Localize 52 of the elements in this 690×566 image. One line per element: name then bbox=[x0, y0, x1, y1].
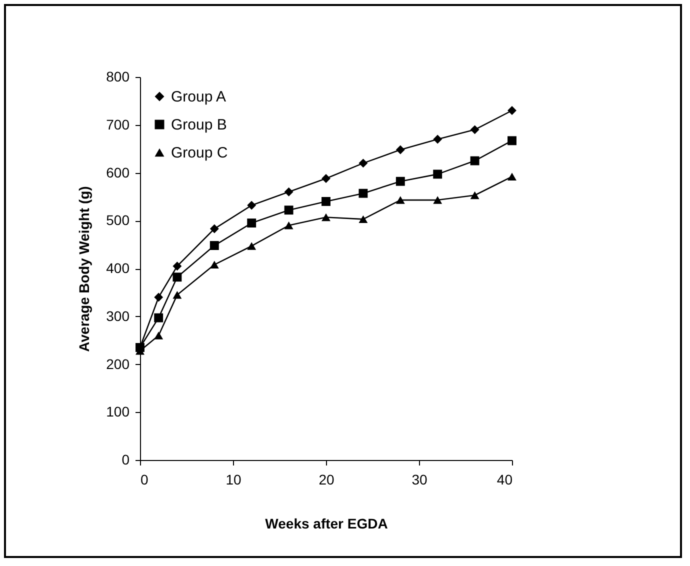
point bbox=[358, 188, 368, 198]
point bbox=[433, 170, 442, 179]
point bbox=[284, 206, 294, 215]
x-tick-label: 20 bbox=[318, 472, 334, 488]
point bbox=[154, 313, 164, 322]
y-tick-label: 300 bbox=[106, 308, 130, 324]
point bbox=[470, 191, 480, 200]
y-tick-label: 800 bbox=[106, 68, 130, 84]
point bbox=[433, 134, 442, 144]
y-tick-label: 400 bbox=[106, 260, 130, 276]
point bbox=[284, 222, 294, 230]
point bbox=[247, 200, 256, 210]
y-tick-label: 700 bbox=[106, 116, 130, 132]
point bbox=[322, 213, 330, 222]
legend-label: Group C bbox=[171, 144, 228, 162]
point bbox=[396, 145, 405, 154]
point bbox=[396, 176, 405, 186]
point bbox=[358, 158, 368, 168]
point bbox=[210, 224, 219, 234]
point bbox=[247, 218, 256, 228]
x-tick-label: 40 bbox=[496, 472, 513, 488]
point bbox=[210, 241, 219, 250]
y-tick-label: 500 bbox=[106, 212, 130, 228]
point bbox=[172, 262, 182, 271]
point bbox=[172, 272, 182, 282]
point bbox=[154, 332, 164, 340]
point bbox=[433, 196, 442, 204]
point bbox=[322, 197, 330, 206]
point bbox=[154, 292, 164, 302]
point bbox=[470, 156, 480, 166]
point bbox=[508, 136, 516, 146]
y-tick-label: 100 bbox=[106, 404, 130, 420]
legend-label: Group A bbox=[171, 88, 226, 106]
y-tick-label: 0 bbox=[122, 452, 130, 468]
x-axis-title: Weeks after EGDA bbox=[265, 516, 388, 532]
y-tick-label: 200 bbox=[106, 356, 130, 372]
x-tick-label: 0 bbox=[140, 472, 148, 488]
point bbox=[322, 174, 330, 183]
point bbox=[508, 172, 516, 180]
x-tick-label: 10 bbox=[226, 472, 242, 488]
point bbox=[396, 196, 405, 204]
point bbox=[172, 290, 182, 299]
point bbox=[247, 242, 256, 250]
point bbox=[284, 187, 294, 196]
point bbox=[508, 106, 516, 115]
x-tick-label: 30 bbox=[412, 472, 428, 488]
y-axis-title: Average Body Weight (g) bbox=[76, 186, 92, 352]
y-tick-label: 600 bbox=[106, 164, 130, 180]
legend-label: Group B bbox=[171, 116, 227, 134]
point bbox=[210, 260, 219, 269]
point bbox=[470, 125, 480, 134]
point bbox=[358, 215, 368, 224]
